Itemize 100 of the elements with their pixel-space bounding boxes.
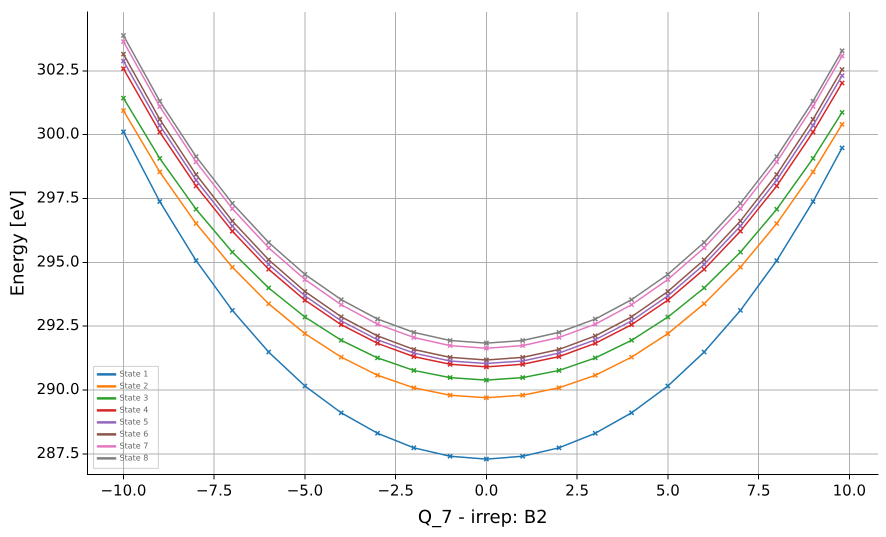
point: [193, 258, 199, 264]
point: [302, 330, 308, 337]
point: [810, 129, 816, 135]
point: [229, 200, 236, 206]
x-tick-label: −10.0: [100, 481, 146, 500]
point: [664, 276, 671, 282]
point: [447, 358, 453, 364]
point: [520, 338, 526, 344]
x-tick-label: 2.5: [565, 481, 590, 500]
point: [193, 206, 199, 212]
point: [774, 183, 780, 189]
point: [484, 377, 490, 384]
point: [374, 355, 380, 361]
x-axis-title: Q_7 - irrep: B2: [418, 506, 548, 528]
point: [484, 364, 490, 370]
point: [302, 276, 308, 282]
point: [193, 177, 199, 183]
point: [338, 296, 344, 303]
point: [738, 264, 744, 270]
point: [774, 177, 780, 183]
point: [229, 218, 236, 224]
point: [556, 329, 562, 336]
point: [410, 384, 417, 391]
point: [193, 159, 199, 165]
legend-label: State 3: [120, 393, 148, 402]
point: [810, 169, 816, 175]
point: [810, 122, 816, 128]
point: [484, 357, 490, 363]
y-tick-label: 292.5: [36, 316, 80, 334]
point: [774, 159, 780, 165]
point: [701, 240, 708, 246]
point: [592, 316, 598, 322]
point: [302, 314, 308, 320]
point: [738, 228, 744, 234]
legend-label: State 7: [120, 441, 148, 450]
point: [556, 368, 562, 374]
legend-label: State 2: [120, 381, 148, 390]
y-axis-title: Energy [eV]: [7, 190, 28, 296]
point: [701, 349, 708, 355]
point: [520, 374, 526, 380]
point: [774, 206, 780, 212]
point: [156, 169, 163, 175]
point: [520, 358, 526, 364]
x-tick-label: 0.0: [474, 481, 498, 500]
point: [810, 104, 816, 110]
point: [810, 198, 816, 204]
point: [447, 392, 453, 398]
point: [701, 266, 708, 272]
point: [592, 321, 598, 328]
x-tick-label: 7.5: [746, 481, 771, 500]
point: [484, 345, 490, 352]
point: [266, 285, 272, 291]
point: [520, 392, 526, 398]
point: [592, 372, 598, 378]
x-tick-label: 10.0: [832, 481, 866, 500]
point: [664, 330, 671, 337]
y-tick-label: 297.5: [36, 188, 80, 206]
point: [447, 338, 453, 344]
point: [664, 271, 671, 278]
point: [156, 129, 163, 135]
point: [810, 156, 816, 162]
point: [447, 453, 453, 460]
point: [592, 340, 598, 346]
point: [229, 223, 236, 229]
point: [266, 262, 272, 268]
x-tick-label: 5.0: [656, 481, 680, 500]
legend-label: State 8: [120, 453, 148, 462]
point: [774, 258, 780, 264]
point: [410, 329, 417, 336]
legend-label: State 4: [120, 405, 148, 414]
point: [628, 337, 634, 344]
point: [266, 256, 272, 263]
point: [664, 288, 671, 294]
legend-label: State 1: [120, 369, 148, 378]
point: [628, 302, 634, 308]
point: [738, 249, 744, 256]
point: [410, 334, 417, 340]
point: [193, 154, 199, 160]
point: [738, 218, 744, 224]
point: [410, 368, 417, 374]
point: [701, 244, 708, 251]
y-tick-label: 287.5: [36, 444, 80, 462]
point: [193, 172, 199, 178]
point: [156, 122, 163, 128]
point: [701, 262, 708, 268]
x-tick-label: −2.5: [377, 481, 414, 500]
point: [302, 383, 308, 389]
point: [774, 154, 780, 160]
point: [774, 172, 780, 178]
y-tick-label: 300.0: [36, 124, 80, 143]
point: [628, 296, 634, 303]
point: [556, 334, 562, 340]
point: [374, 430, 380, 436]
point: [156, 116, 163, 122]
point: [484, 340, 490, 346]
point: [374, 340, 380, 346]
point: [266, 244, 272, 251]
point: [520, 453, 526, 460]
point: [592, 430, 598, 436]
point: [664, 297, 671, 304]
